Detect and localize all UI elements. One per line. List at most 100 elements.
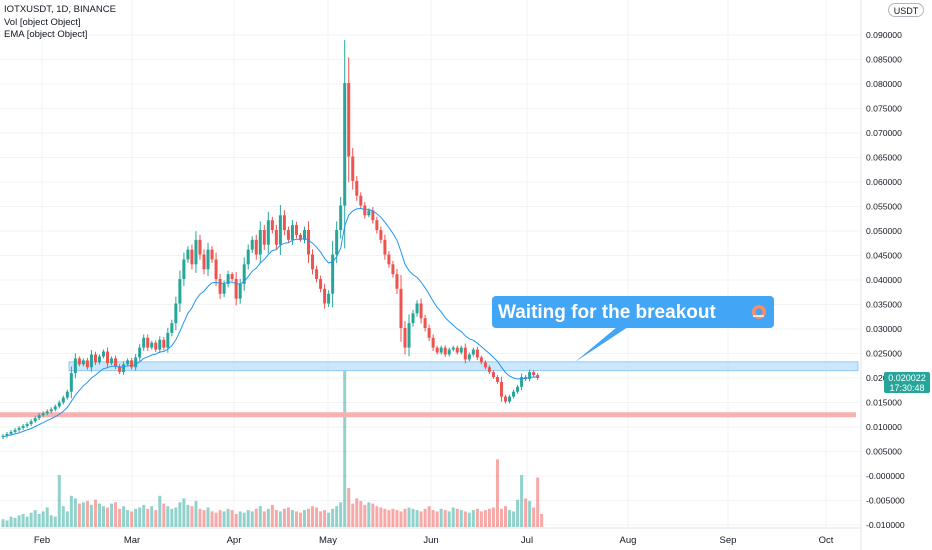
candle-body bbox=[343, 83, 347, 206]
price-tick-label: 0.035000 bbox=[866, 300, 902, 310]
candle-body bbox=[25, 424, 29, 427]
candle-body bbox=[250, 239, 254, 250]
volume-bar bbox=[222, 511, 226, 527]
volume-bar bbox=[479, 511, 483, 527]
time-axis[interactable]: Feb Mar Apr May Jun Jul Aug Sep Oct bbox=[34, 535, 834, 546]
candle-body bbox=[427, 328, 431, 338]
candle-body bbox=[298, 234, 302, 240]
candle-body bbox=[81, 360, 85, 365]
volume-bar bbox=[69, 495, 73, 527]
volume-bar bbox=[286, 507, 290, 527]
candle-body bbox=[520, 377, 524, 387]
candle-body bbox=[463, 347, 467, 360]
support-zone[interactable] bbox=[68, 361, 859, 372]
candle-body bbox=[367, 210, 371, 216]
volume-bar bbox=[387, 510, 391, 527]
candle-body bbox=[17, 427, 21, 430]
candle-body bbox=[355, 181, 359, 196]
volume-bar bbox=[114, 502, 118, 527]
volume-bar bbox=[403, 508, 407, 527]
time-tick-label: Jul bbox=[521, 535, 533, 546]
volume-bar bbox=[294, 511, 298, 527]
support-line[interactable] bbox=[0, 412, 856, 418]
volume-bar bbox=[150, 506, 154, 527]
volume-bar bbox=[41, 511, 45, 527]
volume-bar bbox=[110, 503, 114, 527]
ema-indicator-label[interactable]: EMA [object Object] bbox=[4, 29, 88, 40]
price-tick-label: 0.045000 bbox=[866, 251, 902, 261]
volume-bar bbox=[499, 508, 503, 527]
volume-bar bbox=[130, 511, 134, 527]
price-axis[interactable]: 0.090000 0.085000 0.080000 0.075000 0.070000… bbox=[866, 30, 905, 530]
candle-body bbox=[61, 397, 65, 403]
volume-bar bbox=[311, 506, 315, 527]
candle-body bbox=[194, 239, 198, 265]
symbol-title[interactable]: IOTXUSDT, 1D, BINANCE bbox=[4, 4, 116, 15]
candle-body bbox=[102, 351, 105, 357]
volume-bar bbox=[170, 508, 174, 527]
candle-body bbox=[57, 402, 61, 407]
volume-bar bbox=[303, 510, 306, 527]
candle-body bbox=[114, 358, 118, 367]
volume-bar bbox=[158, 495, 162, 527]
volume-bar bbox=[339, 502, 343, 527]
volume-bar bbox=[540, 514, 544, 527]
volume-bar bbox=[395, 510, 399, 527]
candle-body bbox=[246, 249, 250, 265]
countdown-timer: 17:30:48 bbox=[889, 383, 924, 393]
candle-body bbox=[258, 230, 262, 255]
volume-bar bbox=[495, 459, 499, 527]
volume-bar bbox=[307, 508, 311, 527]
volume-bar bbox=[254, 508, 258, 527]
ema-line bbox=[2, 207, 538, 438]
candle-body bbox=[266, 220, 270, 245]
volume-bar bbox=[520, 475, 524, 527]
time-tick-label: May bbox=[319, 535, 337, 546]
candle-body bbox=[303, 230, 306, 240]
grid bbox=[0, 0, 861, 528]
callout[interactable]: Waiting for the breakout bbox=[492, 296, 774, 362]
candle-body bbox=[198, 239, 202, 255]
volume-bar bbox=[411, 508, 415, 527]
candle-body bbox=[162, 339, 166, 348]
volume-bar bbox=[407, 507, 411, 527]
candle-body bbox=[435, 347, 439, 353]
candle-body bbox=[154, 342, 158, 350]
volume-bar bbox=[323, 510, 327, 527]
volume-bar bbox=[274, 510, 278, 527]
callout-pointer bbox=[575, 327, 628, 362]
candle-body bbox=[130, 360, 134, 368]
candle-body bbox=[89, 354, 93, 368]
volume-bar bbox=[439, 508, 443, 527]
last-price-label: 0.020022 17:30:48 bbox=[884, 372, 930, 393]
candle-body bbox=[118, 366, 122, 373]
candle-body bbox=[170, 323, 174, 333]
volume-bar bbox=[178, 502, 182, 527]
candle-body bbox=[371, 210, 375, 221]
volume-bar bbox=[174, 507, 178, 527]
volume-bar bbox=[13, 517, 17, 527]
price-tick-label: -0.010000 bbox=[866, 520, 905, 530]
volume-bar bbox=[1, 519, 5, 527]
volume-bar bbox=[61, 506, 65, 527]
volume-bar bbox=[524, 498, 528, 527]
price-tick-label: 0.015000 bbox=[866, 398, 902, 408]
volume-bar bbox=[210, 511, 214, 527]
volume-bar bbox=[266, 508, 270, 527]
volume-bar bbox=[226, 508, 230, 527]
candle-body bbox=[351, 156, 355, 182]
volume-bar bbox=[512, 511, 516, 527]
candle-body bbox=[234, 279, 238, 299]
volume-bar bbox=[319, 511, 323, 527]
currency-selector[interactable]: USDT bbox=[888, 3, 924, 17]
price-tick-label: 0.090000 bbox=[866, 30, 902, 40]
candle-body bbox=[395, 274, 399, 289]
candle-body bbox=[451, 347, 455, 350]
volume-bar bbox=[146, 508, 150, 527]
volume-bar bbox=[154, 510, 158, 527]
volume-indicator-label[interactable]: Vol [object Object] bbox=[4, 16, 81, 28]
candle-body bbox=[423, 318, 427, 329]
candle-body bbox=[222, 283, 226, 294]
candle-body bbox=[93, 354, 97, 363]
